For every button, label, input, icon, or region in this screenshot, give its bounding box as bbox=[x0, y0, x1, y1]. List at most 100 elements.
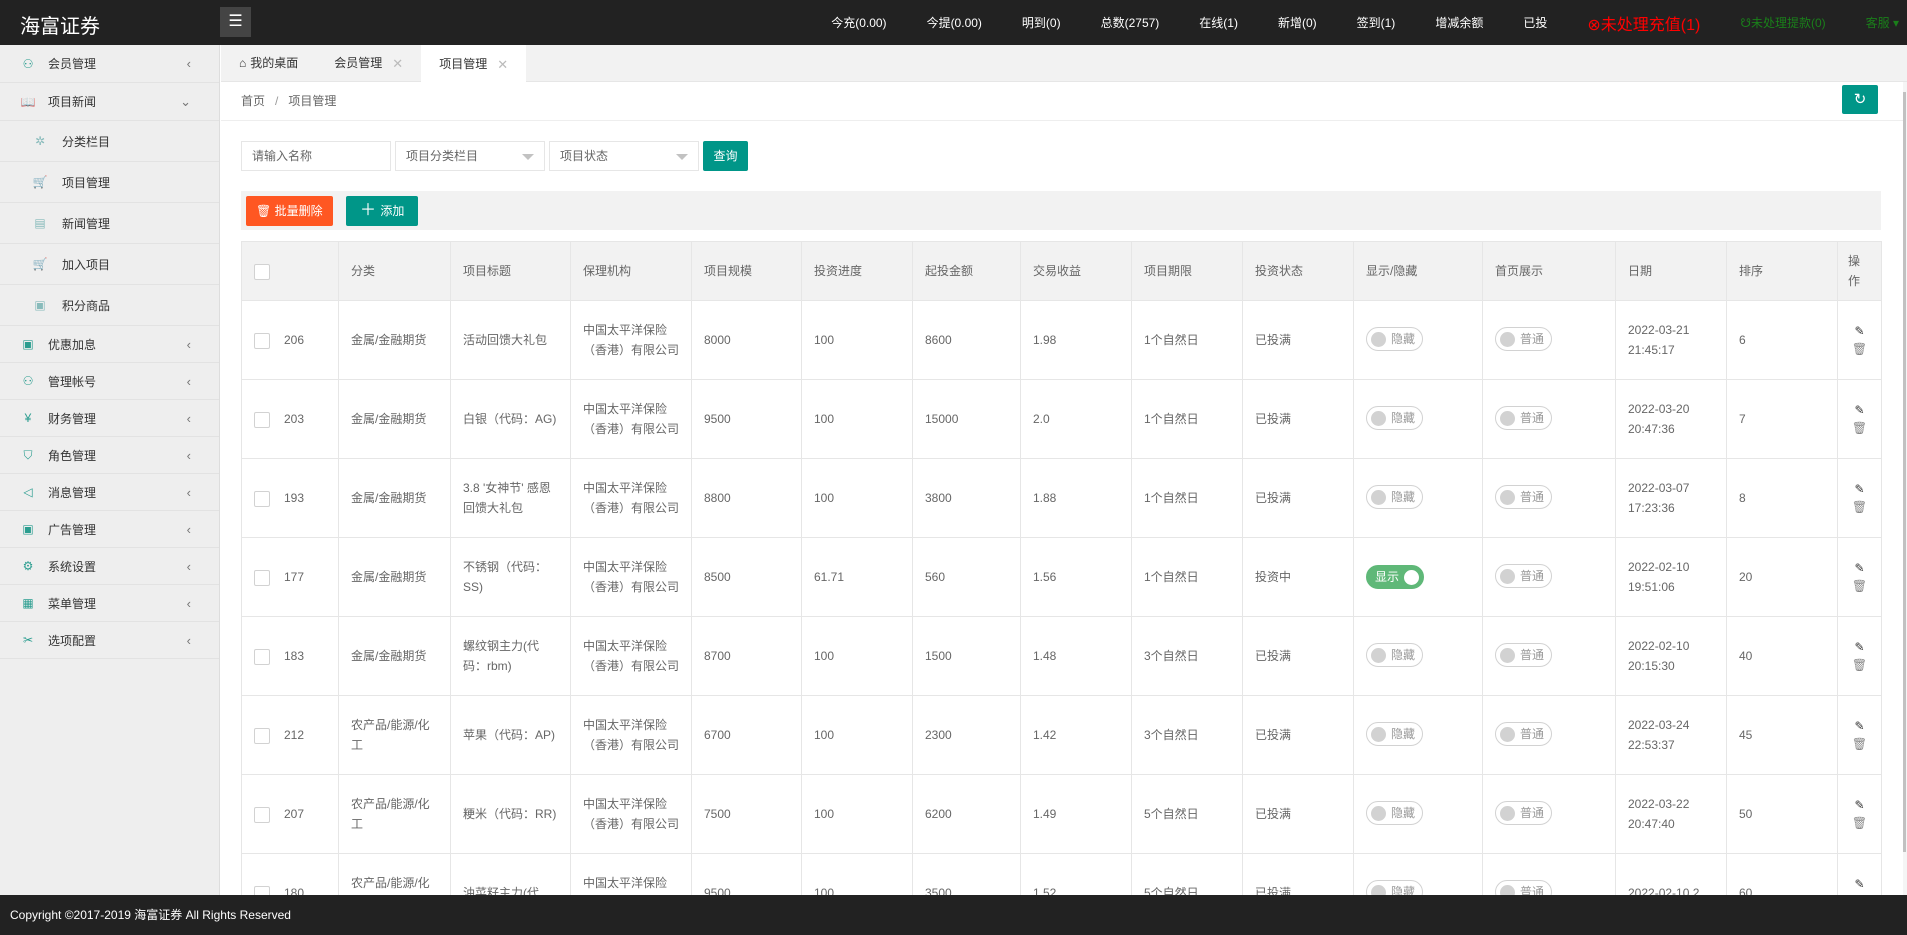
row-checkbox[interactable] bbox=[254, 648, 270, 665]
row-checkbox[interactable] bbox=[254, 490, 270, 507]
cell-min: 6200 bbox=[912, 774, 1021, 854]
cell-cat: 金属/金融期货 bbox=[338, 300, 451, 380]
header-stat[interactable]: 明到(0) bbox=[1021, 16, 1061, 30]
actions-cell: ✎🗑 bbox=[1837, 379, 1882, 459]
edit-icon[interactable]: ✎ bbox=[1854, 482, 1865, 496]
trash-icon[interactable]: 🗑 bbox=[1851, 421, 1868, 435]
sidebar-item[interactable]: ▣ 广告管理 ‹ bbox=[0, 511, 219, 548]
name-input[interactable]: 请输入名称 bbox=[241, 141, 391, 171]
header-stat[interactable]: 增减余额 bbox=[1435, 16, 1484, 30]
sidebar-item[interactable]: ◁ 消息管理 ‹ bbox=[0, 474, 219, 511]
show-cell: 隐藏 bbox=[1353, 616, 1483, 696]
sidebar-item[interactable]: 📖 项目新闻 ⌄ bbox=[0, 83, 219, 121]
home-toggle[interactable]: 普通 bbox=[1495, 327, 1553, 352]
tab-item[interactable]: 会员管理 ✕ bbox=[316, 45, 421, 82]
home-toggle[interactable]: 普通 bbox=[1495, 485, 1553, 510]
edit-icon[interactable]: ✎ bbox=[1854, 719, 1865, 733]
query-button[interactable]: 查询 bbox=[703, 141, 748, 171]
edit-icon[interactable]: ✎ bbox=[1854, 640, 1865, 654]
header-stat[interactable]: 签到(1) bbox=[1356, 16, 1396, 30]
header-stat[interactable]: 今充(0.00) bbox=[831, 16, 887, 30]
header-stat[interactable]: 新增(0) bbox=[1277, 16, 1317, 30]
category-select[interactable]: 项目分类栏目 bbox=[395, 141, 545, 171]
show-toggle[interactable]: 隐藏 bbox=[1366, 485, 1424, 510]
select-all-checkbox[interactable] bbox=[254, 263, 270, 280]
header-stat[interactable]: 今提(0.00) bbox=[926, 16, 982, 30]
header-stats: 今充(0.00) 今提(0.00) 明到(0) 总数(2757) 在线(1) 新增(0) 签… bbox=[831, 0, 1907, 45]
show-toggle[interactable]: 隐藏 bbox=[1366, 643, 1424, 668]
edit-icon[interactable]: ✎ bbox=[1854, 798, 1865, 812]
sidebar-item[interactable]: ▦ 菜单管理 ‹ bbox=[0, 585, 219, 622]
sidebar-item[interactable]: ▣ 积分商品 bbox=[0, 285, 219, 326]
header-stat[interactable]: 已投 bbox=[1523, 16, 1548, 30]
sidebar-item[interactable]: ⛉ 角色管理 ‹ bbox=[0, 437, 219, 474]
edit-icon[interactable]: ✎ bbox=[1854, 403, 1865, 417]
scrollbar-thumb[interactable] bbox=[1903, 92, 1906, 852]
show-toggle[interactable]: 隐藏 bbox=[1366, 722, 1424, 747]
home-toggle[interactable]: 普通 bbox=[1495, 564, 1553, 589]
sidebar-item[interactable]: ⚇ 会员管理 ‹ bbox=[0, 45, 219, 83]
tab-item[interactable]: ⌂ 我的桌面 bbox=[221, 45, 316, 82]
home-toggle[interactable]: 普通 bbox=[1495, 722, 1553, 747]
home-toggle[interactable]: 普通 bbox=[1495, 406, 1553, 431]
cell-term: 3个自然日 bbox=[1131, 616, 1243, 696]
actions-cell: ✎🗑 bbox=[1837, 774, 1882, 854]
trash-icon[interactable]: 🗑 bbox=[1851, 658, 1868, 672]
home-toggle[interactable]: 普通 bbox=[1495, 801, 1553, 826]
edit-icon[interactable]: ✎ bbox=[1854, 324, 1865, 338]
speaker-icon: ◁ bbox=[23, 485, 33, 499]
sidebar-item[interactable]: 🛒 项目管理 bbox=[0, 162, 219, 203]
show-toggle[interactable]: 隐藏 bbox=[1366, 406, 1424, 431]
id-cell: 193 bbox=[241, 458, 339, 538]
row-checkbox[interactable] bbox=[254, 411, 270, 428]
tab-item[interactable]: 项目管理 ✕ bbox=[421, 45, 527, 83]
cell-min: 2300 bbox=[912, 695, 1021, 775]
edit-icon[interactable]: ✎ bbox=[1854, 561, 1865, 575]
refresh-button[interactable]: ↻ bbox=[1842, 85, 1878, 114]
sidebar-item[interactable]: ▤ 新闻管理 bbox=[0, 203, 219, 244]
header-stat[interactable]: 在线(1) bbox=[1199, 16, 1238, 30]
close-icon[interactable]: ✕ bbox=[497, 56, 509, 72]
scrollbar[interactable] bbox=[1903, 82, 1907, 895]
edit-icon[interactable]: ✎ bbox=[1854, 877, 1865, 891]
row-checkbox[interactable] bbox=[254, 332, 270, 349]
add-button[interactable]: ＋ 添加 bbox=[345, 196, 419, 226]
home-cell: 普通 bbox=[1482, 616, 1616, 696]
sidebar-item[interactable]: ⚇ 管理帐号 ‹ bbox=[0, 363, 219, 400]
row-checkbox[interactable] bbox=[254, 569, 270, 586]
toggle-knob bbox=[1500, 410, 1515, 426]
row-checkbox[interactable] bbox=[254, 806, 270, 823]
sidebar-item[interactable]: ✂ 选项配置 ‹ bbox=[0, 622, 219, 659]
home-toggle[interactable]: 普通 bbox=[1495, 643, 1553, 668]
sidebar-item[interactable]: ✲ 分类栏目 bbox=[0, 121, 219, 162]
menu-toggle-button[interactable]: ☰ bbox=[220, 7, 251, 37]
sidebar-item[interactable]: ▣ 优惠加息 ‹ bbox=[0, 326, 219, 363]
breadcrumb-separator: / bbox=[275, 94, 279, 108]
header-stat[interactable]: 总数(2757) bbox=[1100, 16, 1160, 30]
service-dropdown[interactable]: 客服 ▾ bbox=[1865, 16, 1899, 30]
sidebar-item[interactable]: ¥ 财务管理 ‹ bbox=[0, 400, 219, 437]
column-header: 项目标题 bbox=[450, 241, 571, 301]
batch-delete-button[interactable]: 🗑 批量删除 bbox=[246, 196, 333, 226]
trash-icon[interactable]: 🗑 bbox=[1851, 737, 1868, 751]
row-checkbox[interactable] bbox=[254, 885, 270, 895]
cell-cat: 金属/金融期货 bbox=[338, 379, 451, 459]
home-toggle[interactable]: 普通 bbox=[1495, 880, 1553, 895]
trash-icon[interactable]: 🗑 bbox=[1851, 579, 1868, 593]
pending-recharge-link[interactable]: ⊗未处理充值(1) bbox=[1587, 16, 1701, 34]
pending-withdraw-link[interactable]: ☋未处理提款(0) bbox=[1740, 16, 1826, 30]
show-toggle[interactable]: 隐藏 bbox=[1366, 801, 1424, 826]
show-toggle[interactable]: 显示 bbox=[1366, 565, 1425, 589]
trash-icon[interactable]: 🗑 bbox=[1851, 500, 1868, 514]
trash-icon[interactable]: 🗑 bbox=[1851, 342, 1868, 356]
close-icon[interactable]: ✕ bbox=[392, 56, 404, 71]
breadcrumb-home[interactable]: 首页 bbox=[241, 94, 266, 108]
show-toggle[interactable]: 隐藏 bbox=[1366, 327, 1424, 352]
sidebar-item[interactable]: ⚙ 系统设置 ‹ bbox=[0, 548, 219, 585]
row-checkbox[interactable] bbox=[254, 727, 270, 744]
status-select[interactable]: 项目状态 bbox=[549, 141, 699, 171]
trash-icon[interactable]: 🗑 bbox=[1851, 816, 1868, 830]
cell-org: 中国太平洋保险（香港）有限公司 bbox=[570, 616, 692, 696]
sidebar-item[interactable]: 🛒 加入项目 bbox=[0, 244, 219, 285]
show-toggle[interactable]: 隐藏 bbox=[1366, 880, 1424, 895]
